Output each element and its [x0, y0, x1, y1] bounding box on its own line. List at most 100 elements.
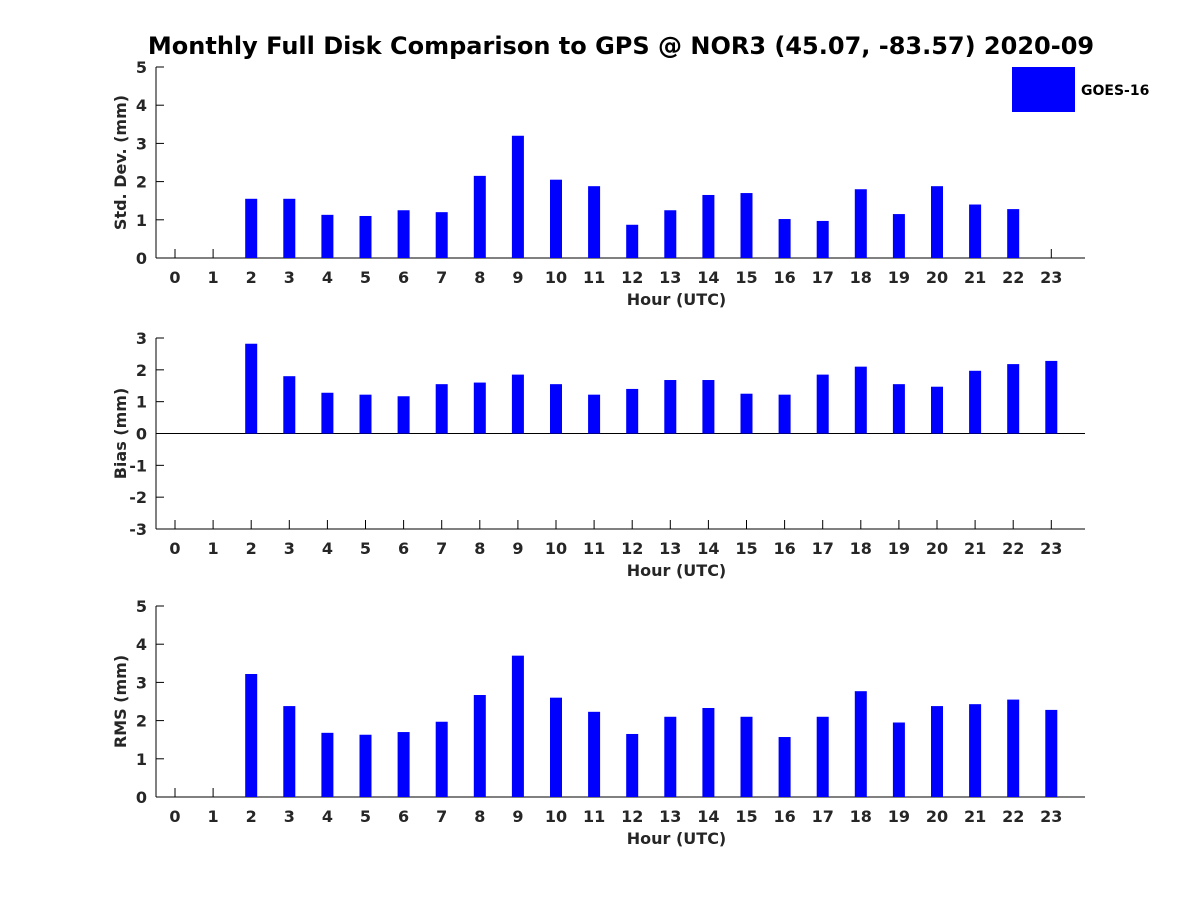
bias-bar — [969, 370, 982, 434]
bias-x-tick-label: 3 — [284, 539, 295, 558]
rms-x-tick-label: 2 — [246, 807, 257, 826]
rms-x-tick-label: 20 — [926, 807, 948, 826]
std-dev-x-tick-label: 19 — [888, 268, 910, 287]
std-dev-x-tick-label: 21 — [964, 268, 986, 287]
bias-x-tick-label: 19 — [888, 539, 910, 558]
bias-x-tick-label: 8 — [474, 539, 485, 558]
rms-bar — [359, 734, 372, 797]
std-dev-x-tick-label: 8 — [474, 268, 485, 287]
std-dev-bar — [931, 186, 943, 258]
bias-bar — [1045, 360, 1058, 434]
bias-bar — [931, 386, 943, 434]
rms-x-tick-label: 5 — [360, 807, 371, 826]
rms-x-tick-label: 1 — [208, 807, 219, 826]
bias-bar — [321, 392, 334, 434]
std-dev-y-tick-label: 5 — [136, 58, 147, 77]
rms-y-tick-label: 5 — [136, 597, 147, 616]
std-dev-x-tick-label: 14 — [697, 268, 719, 287]
rms-bar — [778, 737, 791, 797]
std-dev-bar — [359, 215, 372, 258]
std-dev-bar — [245, 198, 258, 258]
bias-x-tick-label: 7 — [436, 539, 447, 558]
std-dev-bar — [550, 179, 562, 258]
bias-bar — [1007, 364, 1020, 434]
std-dev-x-tick-label: 4 — [322, 268, 333, 287]
bias-bar — [854, 366, 867, 434]
std-dev-y-tick-label: 4 — [136, 96, 147, 115]
rms-x-tick-label: 14 — [697, 807, 719, 826]
std-dev-y-tick-label: 0 — [136, 249, 147, 268]
legend: GOES-16 — [1012, 67, 1149, 112]
rms-x-tick-label: 7 — [436, 807, 447, 826]
rms-bar — [969, 704, 982, 797]
std-dev-x-tick-label: 2 — [246, 268, 257, 287]
rms-y-axis-label: RMS (mm) — [111, 655, 130, 748]
bias-x-tick-label: 17 — [812, 539, 834, 558]
rms-bar — [283, 706, 296, 797]
std-dev-bar — [1007, 209, 1020, 258]
bias-bar — [626, 388, 639, 434]
rms-bar — [397, 732, 410, 797]
rms-bar — [664, 716, 677, 797]
bias-y-tick-label: -3 — [129, 520, 147, 539]
bias-bar — [397, 396, 410, 434]
rms-x-tick-label: 3 — [284, 807, 295, 826]
std-dev-x-tick-label: 3 — [284, 268, 295, 287]
std-dev-bar — [664, 210, 677, 258]
bias-bar — [664, 380, 677, 434]
std-dev-x-tick-label: 7 — [436, 268, 447, 287]
std-dev-bar — [283, 198, 296, 258]
rms-bar — [435, 721, 448, 797]
bias-x-tick-label: 11 — [583, 539, 605, 558]
std-dev-bar — [321, 214, 334, 258]
std-dev-x-tick-label: 0 — [169, 268, 180, 287]
bias-x-tick-label: 22 — [1002, 539, 1024, 558]
bias-x-tick-label: 23 — [1040, 539, 1062, 558]
legend-label: GOES-16 — [1081, 83, 1149, 99]
bias-bar — [702, 380, 715, 434]
rms-bar — [740, 716, 753, 797]
std-dev-y-tick-label: 1 — [136, 211, 147, 230]
rms-bar — [931, 706, 943, 797]
rms-x-tick-label: 17 — [812, 807, 834, 826]
std-dev-bar — [892, 214, 905, 258]
rms-x-tick-label: 11 — [583, 807, 605, 826]
std-dev-x-tick-label: 17 — [812, 268, 834, 287]
rms-x-tick-label: 9 — [512, 807, 523, 826]
rms-bar — [854, 691, 867, 797]
std-dev-bar — [854, 189, 867, 258]
std-dev-bar — [473, 175, 486, 258]
bias-x-tick-label: 15 — [735, 539, 757, 558]
rms-y-tick-label: 0 — [136, 788, 147, 807]
std-dev-x-tick-label: 13 — [659, 268, 681, 287]
bias-y-axis-label: Bias (mm) — [111, 388, 130, 480]
std-dev-bar — [969, 204, 982, 258]
rms-x-axis-label: Hour (UTC) — [627, 829, 727, 848]
bias-x-tick-label: 2 — [246, 539, 257, 558]
rms-x-tick-label: 4 — [322, 807, 333, 826]
figure-title: Monthly Full Disk Comparison to GPS @ NO… — [148, 32, 1094, 60]
rms-bar — [626, 733, 639, 797]
std-dev-bar — [397, 210, 410, 258]
std-dev-x-tick-label: 1 — [208, 268, 219, 287]
std-dev-bar — [588, 186, 601, 258]
std-dev-bar — [435, 212, 448, 258]
bias-y-tick-label: 2 — [136, 361, 147, 380]
std-dev-x-tick-label: 23 — [1040, 268, 1062, 287]
std-dev-y-tick-label: 3 — [136, 134, 147, 153]
rms-bar — [550, 697, 562, 797]
std-dev-x-tick-label: 10 — [545, 268, 567, 287]
rms-bar — [1045, 709, 1058, 797]
rms-x-tick-label: 16 — [773, 807, 795, 826]
bias-y-tick-label: 1 — [136, 393, 147, 412]
bias-x-tick-label: 10 — [545, 539, 567, 558]
bias-x-tick-label: 16 — [773, 539, 795, 558]
bias-x-tick-label: 1 — [208, 539, 219, 558]
std-dev-x-tick-label: 18 — [850, 268, 872, 287]
bias-bar — [359, 394, 372, 434]
rms-bar — [321, 732, 334, 797]
